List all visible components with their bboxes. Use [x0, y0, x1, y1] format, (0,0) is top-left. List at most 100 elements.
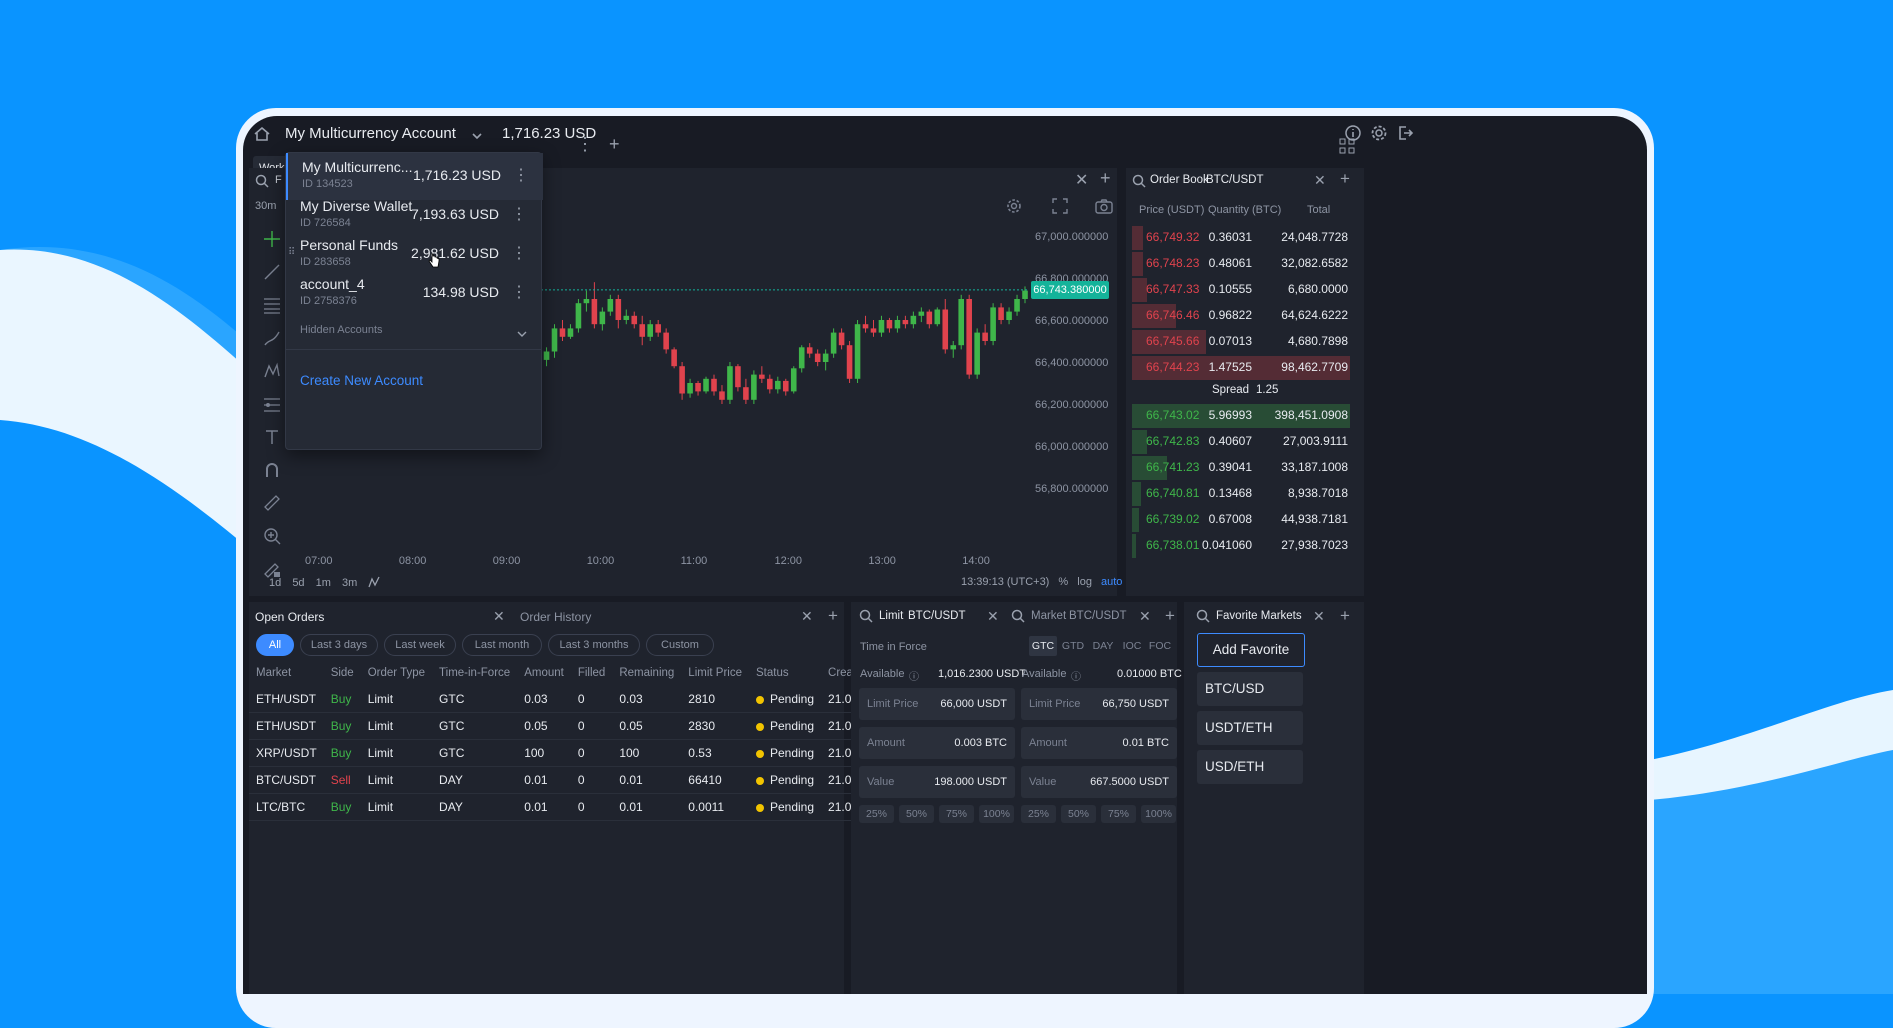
orderbook-row[interactable]: 66,749.32 0.36031 24,048.7728: [1132, 224, 1352, 250]
interval-selector[interactable]: 30m: [255, 200, 277, 212]
orders-column-header[interactable]: Market: [256, 667, 292, 679]
buy-limit-price-field[interactable]: Limit Price 66,000 USDT: [859, 688, 1015, 720]
home-icon[interactable]: [253, 125, 271, 148]
orderbook-row[interactable]: 66,742.83 0.40607 27,003.9111: [1132, 428, 1352, 454]
filter-last-week[interactable]: Last week: [384, 634, 456, 656]
orders-column-header[interactable]: Amount: [524, 667, 564, 679]
auto-toggle[interactable]: auto: [1101, 576, 1123, 588]
create-account-link[interactable]: Create New Account: [300, 373, 424, 388]
candle-body[interactable]: [974, 332, 980, 375]
tif-gtc[interactable]: GTC: [1029, 636, 1057, 656]
layout-grid-icon[interactable]: [1339, 138, 1355, 159]
candle-body[interactable]: [782, 380, 789, 392]
candle-body[interactable]: [775, 380, 781, 390]
symbol-search[interactable]: F: [275, 174, 282, 186]
add-panel-icon[interactable]: +: [1340, 169, 1350, 188]
candle-body[interactable]: [966, 299, 972, 375]
candle-body[interactable]: [551, 328, 558, 352]
candle-body[interactable]: [846, 345, 853, 379]
orderbook-row[interactable]: 66,743.02 5.96993 398,451.0908: [1132, 402, 1352, 428]
close-orderbook-icon[interactable]: ✕: [1314, 172, 1326, 188]
candle-body[interactable]: [1006, 311, 1012, 320]
orders-column-header[interactable]: Limit Price: [688, 667, 742, 679]
info-icon[interactable]: ⓘ: [1071, 672, 1081, 683]
filter-custom[interactable]: Custom: [646, 634, 714, 656]
magnet-icon[interactable]: [263, 461, 281, 479]
candle-body[interactable]: [998, 307, 1004, 320]
candle-body[interactable]: [950, 345, 957, 350]
candlestick-chart[interactable]: 67,000.00000066,800.00000066,600.0000006…: [249, 168, 1117, 596]
orderbook-row[interactable]: 66,740.81 0.13468 8,938.7018: [1132, 480, 1352, 506]
sell-limit-price-field[interactable]: Limit Price 66,750 USDT: [1021, 688, 1177, 720]
ruler-icon[interactable]: [263, 494, 281, 512]
prediction-icon[interactable]: [263, 395, 281, 413]
info-icon[interactable]: [1344, 124, 1362, 147]
account-item[interactable]: My Multicurrenc... ID 134523 1,716.23 US…: [286, 153, 543, 200]
close-favorites-icon[interactable]: ✕: [1313, 608, 1325, 624]
candle-body[interactable]: [830, 332, 837, 354]
orderbook-row[interactable]: 66,747.33 0.10555 6,680.0000: [1132, 276, 1352, 302]
favorite-item[interactable]: BTC/USD: [1197, 672, 1303, 706]
candle-body[interactable]: [679, 366, 685, 394]
candle-body[interactable]: [958, 299, 965, 346]
candle-body[interactable]: [878, 320, 885, 333]
candle-body[interactable]: [543, 351, 550, 360]
hidden-accounts-toggle[interactable]: Hidden Accounts: [286, 317, 541, 343]
range-1d[interactable]: 1d: [269, 577, 282, 589]
table-row[interactable]: BTC/USDT Sell Limit DAY 0.01 0 0.01 66410 Pendin…: [249, 766, 929, 794]
account-item[interactable]: ⠿ Personal Funds ID 283658 2,981.62 USD …: [286, 231, 541, 278]
orders-column-header[interactable]: Remaining: [619, 667, 675, 679]
tif-gtd[interactable]: GTD: [1061, 640, 1085, 652]
candle-body[interactable]: [806, 347, 813, 354]
filter-last-month[interactable]: Last month: [462, 634, 542, 656]
search-icon[interactable]: [1196, 609, 1210, 628]
candle-body[interactable]: [623, 315, 630, 320]
candle-body[interactable]: [695, 383, 701, 392]
candle-body[interactable]: [759, 374, 765, 379]
orderbook-row[interactable]: 66,744.23 1.47525 98,462.7709: [1132, 354, 1352, 380]
candle-body[interactable]: [1014, 299, 1020, 312]
search-icon[interactable]: [1132, 174, 1146, 193]
candle-body[interactable]: [1022, 290, 1028, 299]
camera-icon[interactable]: [1095, 198, 1113, 219]
sell-amount-field[interactable]: Amount 0.01 BTC: [1021, 727, 1177, 759]
close-open-orders-icon[interactable]: ✕: [493, 608, 505, 624]
search-icon[interactable]: [255, 174, 269, 193]
candle-body[interactable]: [798, 347, 805, 369]
sell-pct-25[interactable]: 25%: [1021, 805, 1056, 823]
candle-body[interactable]: [926, 311, 933, 325]
orders-column-header[interactable]: Filled: [577, 667, 606, 679]
candle-body[interactable]: [655, 324, 661, 333]
add-panel-icon[interactable]: +: [1165, 606, 1175, 625]
candle-body[interactable]: [862, 324, 869, 329]
market-tab[interactable]: Market: [1031, 610, 1067, 622]
candle-body[interactable]: [918, 311, 925, 316]
orders-column-header[interactable]: Status: [755, 667, 789, 679]
add-tab-icon[interactable]: +: [609, 134, 620, 154]
tif-ioc[interactable]: IOC: [1122, 640, 1142, 652]
range-1m[interactable]: 1m: [315, 577, 331, 589]
search-icon[interactable]: [1011, 609, 1025, 628]
tabs-more-icon[interactable]: ⋮: [576, 134, 594, 154]
orderbook-row[interactable]: 66,741.23 0.39041 33,187.1008: [1132, 454, 1352, 480]
chevron-down-icon[interactable]: [471, 128, 483, 146]
candle-body[interactable]: [838, 332, 845, 346]
sell-pct-75[interactable]: 75%: [1101, 805, 1136, 823]
close-market-icon[interactable]: ✕: [1139, 608, 1151, 624]
pattern-icon[interactable]: [263, 362, 281, 380]
table-row[interactable]: LTC/BTC Buy Limit DAY 0.01 0 0.01 0.0011 Pending…: [249, 793, 929, 821]
orders-column-header[interactable]: Time-in-Force: [439, 667, 511, 679]
candle-body[interactable]: [567, 328, 574, 337]
favorite-item[interactable]: USD/ETH: [1197, 750, 1303, 784]
fullscreen-icon[interactable]: [1052, 198, 1068, 219]
add-panel-icon[interactable]: +: [828, 606, 838, 625]
candle-body[interactable]: [615, 299, 622, 320]
candle-body[interactable]: [814, 353, 821, 362]
sell-pct-50[interactable]: 50%: [1061, 805, 1096, 823]
buy-value-field[interactable]: Value 198.000 USDT: [859, 766, 1015, 798]
table-row[interactable]: XRP/USDTBuyLimitGTC10001000.53Pending21.…: [249, 739, 929, 767]
buy-pct-25[interactable]: 25%: [859, 805, 894, 823]
buy-pct-75[interactable]: 75%: [939, 805, 974, 823]
close-chart-icon[interactable]: ✕: [1075, 172, 1089, 189]
close-limit-icon[interactable]: ✕: [987, 608, 999, 624]
